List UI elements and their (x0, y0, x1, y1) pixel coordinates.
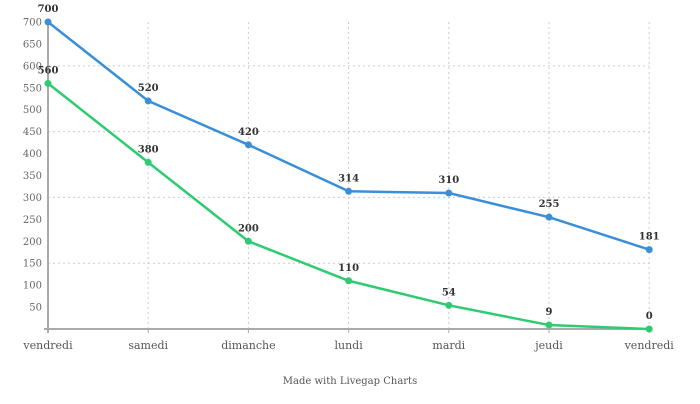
data-point (445, 189, 453, 197)
x-tick-label: lundi (334, 339, 363, 352)
data-point (244, 237, 252, 245)
y-tick-label: 100 (23, 281, 42, 292)
data-point (144, 97, 152, 105)
x-tick-label: vendredi (624, 339, 675, 352)
data-label: 181 (639, 232, 660, 243)
data-label: 314 (338, 173, 359, 184)
data-point (645, 325, 653, 333)
axes: 50 100 150 200 250 300 350 400 450 500 550 600 650 70… (22, 18, 674, 353)
y-tick-label: 350 (23, 171, 42, 182)
data-point (44, 18, 52, 26)
data-label: 0 (646, 311, 653, 322)
data-point (44, 79, 52, 87)
y-tick-label: 450 (23, 127, 42, 138)
data-label: 255 (539, 199, 560, 210)
x-tick-label: jeudi (533, 339, 563, 352)
data-point (545, 213, 553, 221)
y-tick-label: 550 (23, 83, 42, 94)
data-point (345, 277, 353, 285)
x-tick-label: dimanche (221, 339, 275, 352)
y-tick-label: 500 (23, 105, 42, 116)
credit-text: Made with Livegap Charts (283, 376, 417, 387)
data-label: 310 (438, 175, 459, 186)
data-label: 200 (238, 223, 259, 234)
y-tick-label: 50 (29, 303, 42, 314)
x-tick-label: mardi (432, 339, 465, 352)
data-point (445, 301, 453, 309)
data-point (545, 321, 553, 329)
y-tick-label: 150 (23, 259, 42, 270)
series-layer: 700 520 420 314 310 255 181 560 380 200 110 54 9 0 (38, 4, 660, 333)
x-tick-label: vendredi (22, 339, 73, 352)
y-tick-label: 600 (23, 61, 42, 72)
data-label: 560 (38, 65, 59, 76)
y-tick-label: 700 (23, 18, 42, 29)
data-point (345, 187, 353, 195)
data-label: 54 (442, 287, 456, 298)
data-label: 700 (38, 4, 59, 15)
y-tick-label: 650 (23, 39, 42, 50)
x-tick-label: samedi (128, 339, 168, 352)
data-point (144, 158, 152, 166)
y-tick-label: 400 (23, 149, 42, 160)
data-label: 9 (546, 307, 553, 318)
data-label: 380 (138, 144, 159, 155)
y-tick-label: 300 (23, 193, 42, 204)
data-point (244, 141, 252, 149)
data-label: 420 (238, 127, 259, 138)
series-line-1 (47, 21, 650, 251)
grid (48, 22, 650, 329)
data-label: 520 (138, 83, 159, 94)
y-tick-label: 250 (23, 215, 42, 226)
y-tick-label: 200 (23, 237, 42, 248)
data-point (645, 246, 653, 254)
data-label: 110 (338, 263, 359, 274)
